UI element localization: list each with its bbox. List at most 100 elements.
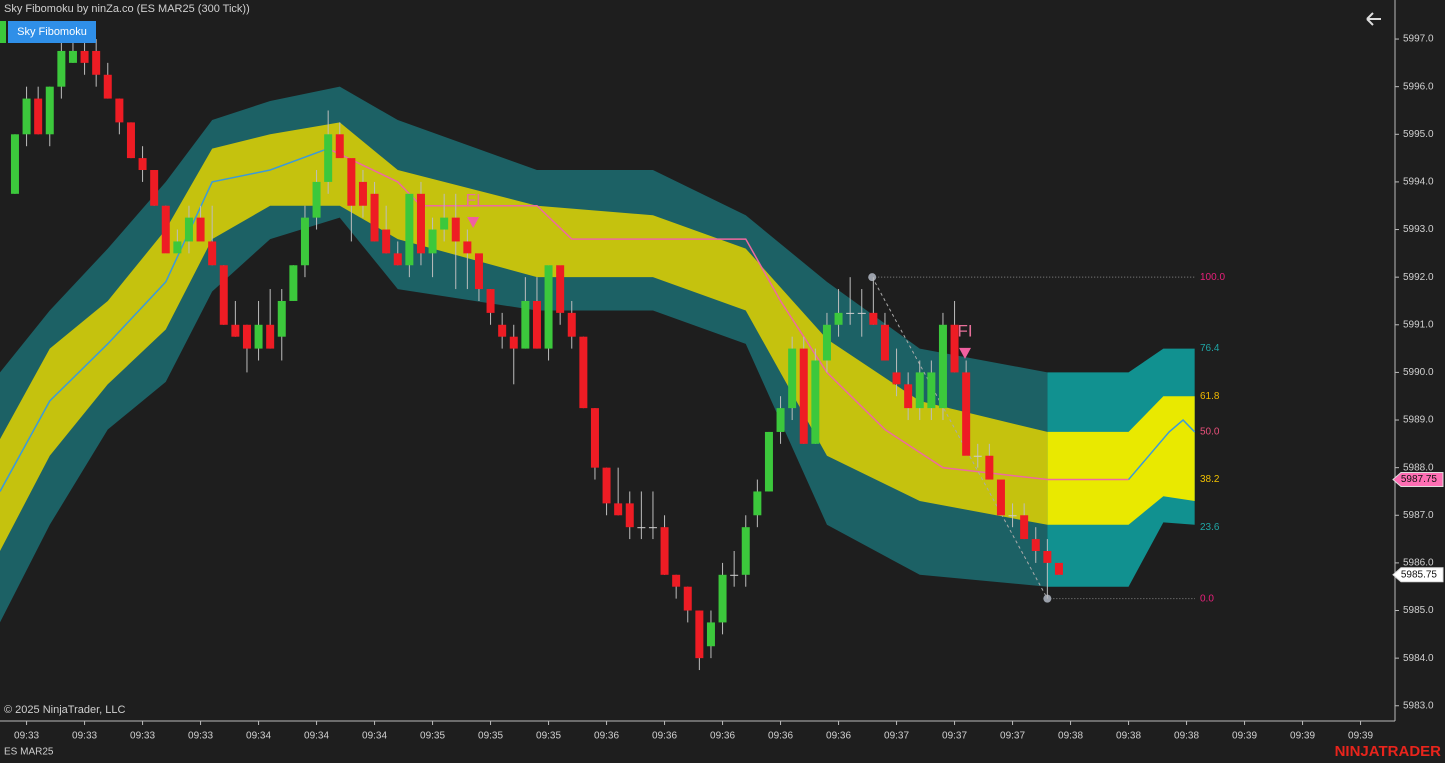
candle-body — [799, 348, 808, 444]
instrument: ES MAR25 — [4, 747, 54, 758]
candle-body — [138, 158, 147, 171]
candle-body — [335, 134, 344, 159]
candle-body — [602, 467, 611, 504]
candle-body — [184, 217, 193, 242]
x-tick-label: 09:34 — [304, 731, 329, 742]
candle-body — [358, 181, 367, 206]
x-tick-label: 09:36 — [710, 731, 735, 742]
x-tick-label: 09:39 — [1290, 731, 1315, 742]
price-marker — [1392, 567, 1444, 583]
candle-body — [150, 170, 159, 206]
y-tick-label: 5991.0 — [1403, 319, 1434, 330]
candle-body — [532, 300, 541, 349]
candle-body — [776, 408, 785, 432]
candle-body — [312, 181, 321, 218]
y-tick-label: 5995.0 — [1403, 129, 1434, 140]
swing-point — [868, 273, 877, 282]
y-tick-label: 5988.0 — [1403, 462, 1434, 473]
indicator-button[interactable] — [8, 21, 96, 43]
candle-body — [486, 289, 495, 313]
candle-body — [544, 265, 553, 349]
candle-body — [1054, 562, 1063, 575]
x-tick-label: 09:36 — [652, 731, 677, 742]
x-tick-label: 09:35 — [478, 731, 503, 742]
candle-body — [474, 253, 483, 290]
signal-arrow — [958, 347, 971, 359]
chart-title: Sky Fibomoku by ninZa.co (ES MAR25 (300 … — [4, 3, 250, 15]
x-tick-label: 09:39 — [1348, 731, 1373, 742]
candle-body — [45, 86, 54, 135]
y-tick-label: 5996.0 — [1403, 81, 1434, 92]
price-marker-label: 5985.75 — [1401, 569, 1438, 580]
candle-body — [811, 360, 820, 444]
candle-body — [996, 479, 1005, 516]
candle-body — [962, 372, 971, 456]
y-tick-label: 5997.0 — [1403, 34, 1434, 45]
candle-body — [764, 431, 773, 492]
fib-label: 61.8 — [1200, 391, 1220, 402]
candle-body — [1008, 515, 1017, 517]
indicator-flag — [0, 21, 6, 43]
fib-label: 23.6 — [1200, 522, 1220, 533]
candle-body — [857, 312, 866, 314]
candle-body — [393, 253, 402, 266]
candle-body — [242, 324, 251, 349]
x-tick-label: 09:38 — [1058, 731, 1083, 742]
candle-body — [753, 491, 762, 516]
candle-body — [405, 193, 414, 266]
inner-band — [1047, 396, 1195, 525]
candle-body — [973, 455, 982, 457]
candle-body — [927, 372, 936, 409]
candle-body — [22, 98, 31, 135]
candle-body — [57, 50, 66, 87]
x-tick-label: 09:38 — [1174, 731, 1199, 742]
y-tick-label: 5984.0 — [1403, 653, 1434, 664]
signal-label: FI — [466, 190, 481, 209]
x-tick-label: 09:36 — [768, 731, 793, 742]
candle-body — [834, 312, 843, 325]
candle-body — [822, 324, 831, 361]
candle-body — [892, 372, 901, 385]
back-arrow[interactable] — [1366, 12, 1381, 26]
swing-line — [871, 276, 1048, 599]
candle-body — [1020, 515, 1029, 540]
logo: NINJATRADER — [1335, 743, 1442, 760]
candle-body — [556, 265, 565, 313]
candle-body — [68, 50, 77, 63]
y-tick-label: 5993.0 — [1403, 224, 1434, 235]
candle-body — [266, 324, 275, 349]
candle-body — [938, 324, 947, 409]
outer-band — [0, 86, 1048, 623]
x-tick-label: 09:35 — [536, 731, 561, 742]
fib-label: 50.0 — [1200, 427, 1220, 438]
candle-body — [521, 300, 530, 349]
candle-body — [231, 324, 240, 337]
x-tick-label: 09:37 — [942, 731, 967, 742]
candle-body — [173, 241, 182, 254]
x-tick-label: 09:38 — [1116, 731, 1141, 742]
fib-label: 100.0 — [1200, 272, 1225, 283]
y-tick-label: 5985.0 — [1403, 605, 1434, 616]
candle-body — [80, 50, 89, 63]
candle-body — [985, 455, 994, 480]
candle-body — [741, 527, 750, 575]
candle-body — [567, 312, 576, 337]
candle-body — [126, 122, 135, 159]
indicator-line — [1127, 419, 1196, 481]
y-tick-label: 5983.0 — [1403, 700, 1434, 711]
y-tick-label: 5990.0 — [1403, 367, 1434, 378]
candle-body — [509, 336, 518, 349]
candle-body — [672, 574, 681, 587]
candle-body — [10, 134, 19, 194]
candle-body — [648, 527, 657, 529]
x-tick-label: 09:33 — [130, 731, 155, 742]
copyright: © 2025 NinjaTrader, LLC — [4, 704, 125, 716]
candle-body — [324, 134, 333, 182]
y-tick-label: 5992.0 — [1403, 272, 1434, 283]
candle-body — [683, 586, 692, 611]
candle-body — [869, 312, 878, 325]
candle-body — [637, 527, 646, 529]
price-marker — [1392, 472, 1444, 488]
candle-body — [579, 336, 588, 409]
indicator-button-label[interactable]: Sky Fibomoku — [17, 26, 87, 38]
